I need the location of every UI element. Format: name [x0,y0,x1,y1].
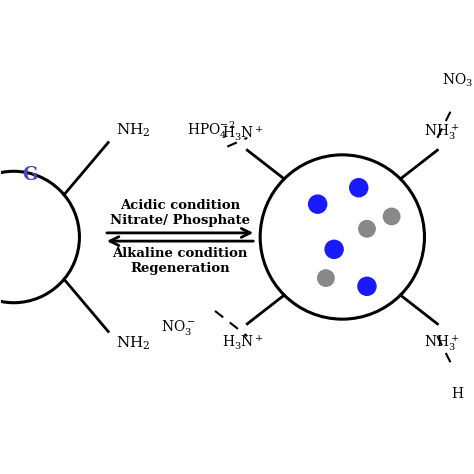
Text: $\mathregular{NO_3^-}$: $\mathregular{NO_3^-}$ [161,318,195,337]
Text: $\mathregular{H_3N^+}$: $\mathregular{H_3N^+}$ [222,332,264,351]
Text: $\mathregular{NH_3^+}$: $\mathregular{NH_3^+}$ [424,332,459,353]
Circle shape [350,179,368,197]
Text: $\mathregular{NH_2}$: $\mathregular{NH_2}$ [117,121,151,139]
Text: Acidic condition
Nitrate/ Phosphate: Acidic condition Nitrate/ Phosphate [110,199,250,227]
Circle shape [318,270,334,286]
Circle shape [309,195,327,213]
Circle shape [0,171,80,303]
Circle shape [358,277,376,295]
Text: $\mathregular{H_3N^+}$: $\mathregular{H_3N^+}$ [222,123,264,142]
Text: $\mathregular{NH_2}$: $\mathregular{NH_2}$ [117,335,151,353]
Text: $\mathregular{HPO_4^{-2}}$: $\mathregular{HPO_4^{-2}}$ [187,119,235,141]
Text: Alkaline condition
Regeneration: Alkaline condition Regeneration [112,247,248,275]
Circle shape [260,155,424,319]
Text: $\mathregular{NH_3^+}$: $\mathregular{NH_3^+}$ [424,121,459,142]
Text: G: G [22,166,37,184]
Text: $\mathregular{H}$: $\mathregular{H}$ [451,386,465,401]
Text: $\mathregular{NO_3}$: $\mathregular{NO_3}$ [442,72,474,89]
Circle shape [325,240,343,258]
Circle shape [383,208,400,225]
Circle shape [359,220,375,237]
